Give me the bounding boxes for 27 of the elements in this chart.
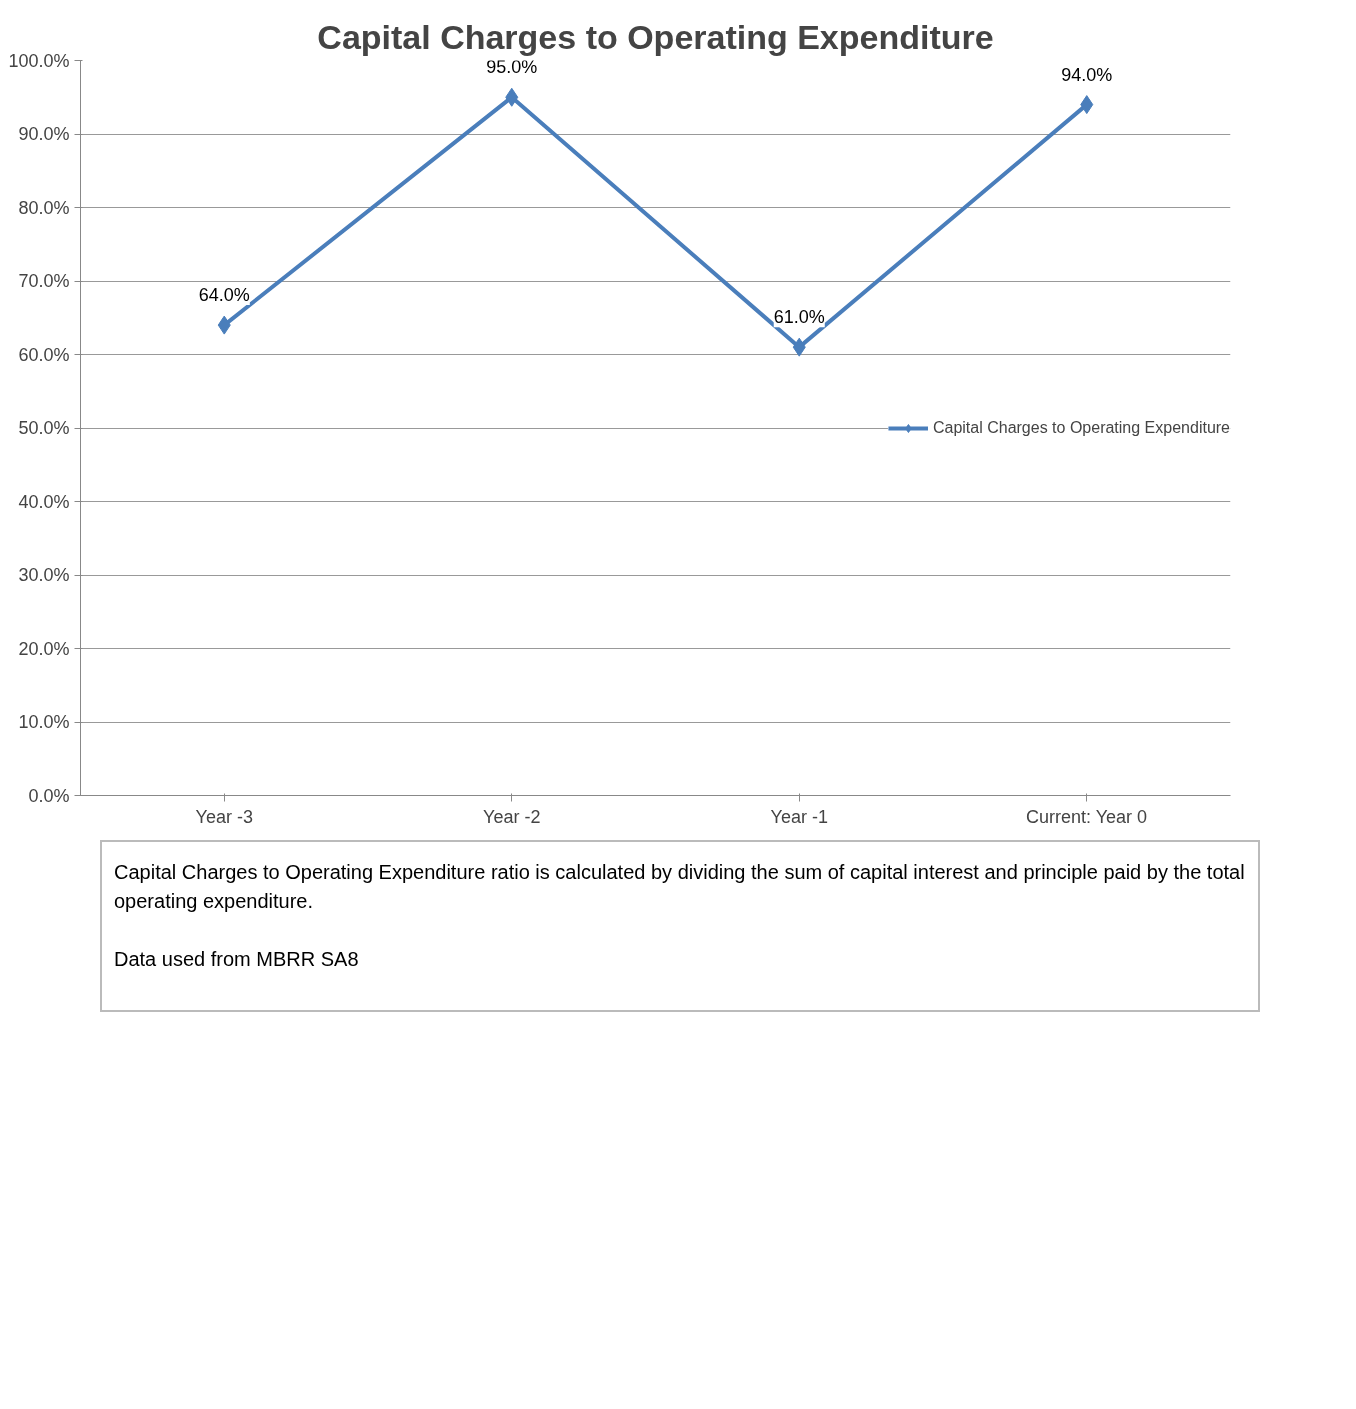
point	[217, 315, 231, 335]
y-tick-label: 10.0%	[18, 712, 70, 732]
y-tick-label: 60.0%	[18, 344, 70, 365]
x-tick-label: Year -2	[483, 806, 541, 827]
data-label: 94.0%	[1061, 64, 1113, 85]
chart-title: Capital Charges to Operating Expenditure	[317, 17, 994, 56]
x-tick-label: Year -3	[195, 806, 253, 827]
y-tick-label: 70.0%	[18, 271, 70, 291]
point	[1080, 95, 1094, 115]
y-tick-label: 20.0%	[18, 638, 70, 659]
text: Data used from MBRR SA8	[114, 947, 360, 973]
data-label: 64.0%	[198, 285, 250, 306]
y-tick-label: 50.0%	[18, 418, 70, 438]
y-tick-label: 80.0%	[18, 197, 70, 218]
data-label: 61.0%	[773, 307, 825, 328]
y-tick-label: 40.0%	[18, 491, 70, 512]
point	[792, 337, 806, 357]
y-tick-label: 100.0%	[8, 50, 70, 71]
point	[505, 87, 519, 107]
data-label: 95.0%	[486, 57, 538, 78]
y-tick-label: 90.0%	[18, 124, 70, 144]
x-tick-label: Current: Year 0	[1026, 806, 1148, 827]
legend-label: Capital Charges to Operating Expenditure	[932, 418, 1230, 437]
y-tick-label: 0.0%	[28, 785, 70, 806]
text: Capital Charges to Operating Expenditure ratio is calculated by dividing the sum of capital interest and principle paid by the total operating expenditure.	[114, 860, 1246, 914]
x-tick-label: Year -1	[770, 806, 828, 827]
y-tick-label: 30.0%	[18, 565, 70, 585]
